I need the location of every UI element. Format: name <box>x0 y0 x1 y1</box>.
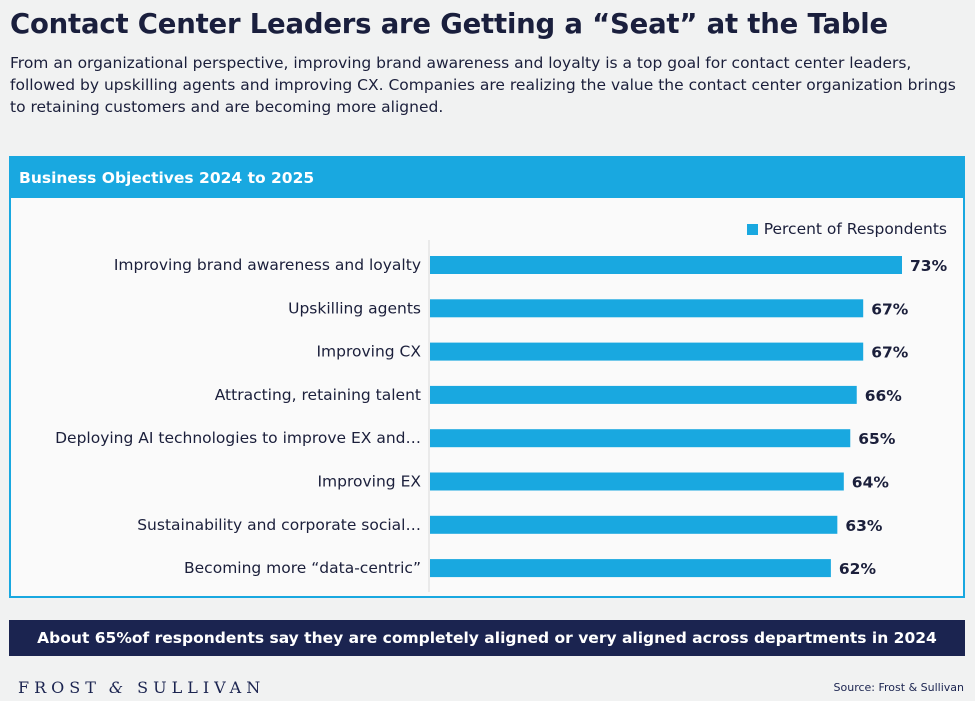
page-title: Contact Center Leaders are Getting a “Se… <box>10 8 888 40</box>
data-label: 73% <box>910 257 948 275</box>
bar <box>430 385 857 404</box>
bar <box>430 342 864 361</box>
logo-ampersand: & <box>108 678 124 697</box>
logo-text-sullivan: SULLIVAN <box>137 678 266 697</box>
chart-legend: Percent of Respondents <box>746 220 947 238</box>
bar <box>430 256 902 274</box>
data-label: 67% <box>871 300 909 318</box>
data-label: 67% <box>871 344 909 362</box>
category-label: Attracting, retaining talent <box>215 386 421 404</box>
category-label: Deploying AI technologies to improve EX … <box>55 429 421 447</box>
bar-chart: Improving brand awareness and loyalty 73%… <box>55 240 948 592</box>
bar <box>430 429 851 448</box>
bar <box>430 515 838 534</box>
frost-sullivan-logo: FROST & SULLIVAN <box>18 678 265 697</box>
bar <box>430 559 831 578</box>
category-label: Sustainability and corporate social… <box>137 516 421 534</box>
data-label: 65% <box>858 430 896 448</box>
summary-banner: About 65%of respondents say they are com… <box>9 620 965 656</box>
data-label: 63% <box>845 517 883 535</box>
category-label: Improving brand awareness and loyalty <box>114 256 421 274</box>
category-label: Improving CX <box>316 343 421 361</box>
data-label: 66% <box>865 387 903 405</box>
category-label: Improving EX <box>317 473 421 491</box>
legend-swatch <box>746 223 758 235</box>
data-label: 62% <box>839 560 877 578</box>
legend-label: Percent of Respondents <box>763 220 947 238</box>
chart-panel-title: Business Objectives 2024 to 2025 <box>11 158 963 198</box>
chart-panel: Business Objectives 2024 to 2025 Percent… <box>9 156 965 598</box>
intro-paragraph: From an organizational perspective, impr… <box>10 54 956 116</box>
bar <box>430 472 844 491</box>
data-label: 64% <box>852 474 890 492</box>
bar <box>430 299 864 318</box>
category-label: Upskilling agents <box>288 299 421 317</box>
source-note: Source: Frost & Sullivan <box>833 681 964 694</box>
logo-text-frost: FROST <box>18 678 101 697</box>
category-label: Becoming more “data-centric” <box>184 559 421 577</box>
